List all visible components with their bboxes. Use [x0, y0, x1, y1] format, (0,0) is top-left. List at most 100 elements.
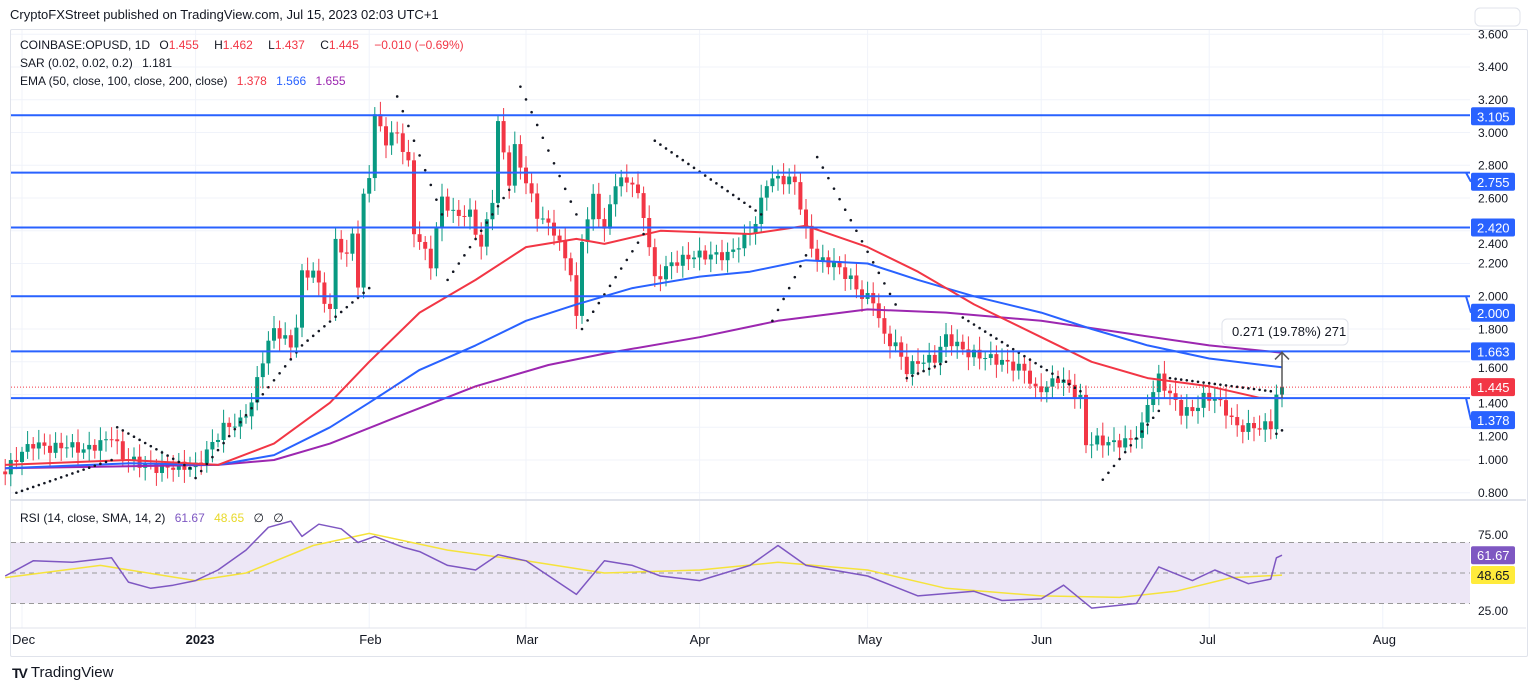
- candle[interactable]: [540, 206, 545, 225]
- rsi-legend[interactable]: RSI (14, close, SMA, 14, 2) 61.67 48.65 …: [20, 511, 290, 525]
- candle[interactable]: [87, 431, 92, 463]
- candle[interactable]: [333, 227, 338, 321]
- candle[interactable]: [820, 244, 825, 273]
- tradingview-logo[interactable]: TV TradingView: [12, 664, 113, 681]
- candle[interactable]: [591, 184, 596, 231]
- candle[interactable]: [865, 281, 870, 305]
- candle[interactable]: [1190, 399, 1195, 417]
- candle[interactable]: [1028, 357, 1032, 390]
- candle[interactable]: [725, 242, 730, 273]
- candle[interactable]: [921, 354, 926, 372]
- candle[interactable]: [456, 199, 461, 227]
- candle[interactable]: [770, 165, 775, 193]
- candle[interactable]: [1212, 387, 1217, 414]
- candle[interactable]: [272, 315, 276, 349]
- candle[interactable]: [994, 345, 999, 378]
- candle[interactable]: [316, 258, 321, 296]
- candle[interactable]: [1106, 436, 1111, 456]
- candle[interactable]: [76, 429, 80, 466]
- candle[interactable]: [568, 252, 573, 282]
- candle[interactable]: [300, 263, 304, 338]
- candle[interactable]: [216, 433, 220, 448]
- candle[interactable]: [658, 264, 663, 292]
- candle[interactable]: [1084, 385, 1088, 454]
- candle[interactable]: [720, 239, 724, 271]
- candle[interactable]: [888, 325, 892, 359]
- candle[interactable]: [283, 322, 288, 345]
- candle[interactable]: [602, 207, 607, 242]
- candle[interactable]: [899, 336, 904, 370]
- candle[interactable]: [1128, 429, 1133, 453]
- candle[interactable]: [759, 184, 764, 232]
- candle[interactable]: [25, 431, 30, 459]
- candle[interactable]: [972, 344, 976, 366]
- candle[interactable]: [59, 432, 64, 461]
- candle[interactable]: [843, 254, 848, 291]
- candle[interactable]: [473, 200, 478, 241]
- candle[interactable]: [1196, 395, 1200, 424]
- candle[interactable]: [221, 409, 226, 453]
- candle[interactable]: [328, 293, 332, 320]
- candle[interactable]: [742, 224, 747, 257]
- candle[interactable]: [423, 236, 428, 261]
- candle[interactable]: [1039, 373, 1044, 402]
- candle[interactable]: [104, 431, 108, 452]
- candle[interactable]: [804, 198, 808, 239]
- candle[interactable]: [1235, 404, 1240, 437]
- candle[interactable]: [708, 241, 713, 273]
- candle[interactable]: [1263, 413, 1268, 442]
- candle[interactable]: [501, 108, 506, 160]
- candle[interactable]: [714, 244, 719, 265]
- candle[interactable]: [938, 336, 943, 376]
- candle[interactable]: [434, 222, 439, 277]
- candle[interactable]: [641, 186, 646, 231]
- candle[interactable]: [882, 306, 887, 344]
- candle[interactable]: [675, 250, 680, 273]
- candle[interactable]: [596, 182, 601, 228]
- candle[interactable]: [703, 245, 708, 265]
- candle[interactable]: [686, 242, 691, 271]
- candle[interactable]: [31, 437, 36, 461]
- candle[interactable]: [585, 207, 590, 254]
- candle[interactable]: [389, 121, 394, 155]
- candle[interactable]: [1274, 384, 1279, 439]
- candle[interactable]: [854, 263, 859, 299]
- candle[interactable]: [36, 429, 41, 460]
- candle[interactable]: [837, 256, 842, 275]
- candle[interactable]: [1179, 394, 1184, 425]
- candle[interactable]: [378, 101, 383, 132]
- candle[interactable]: [64, 435, 69, 458]
- candle[interactable]: [311, 262, 316, 283]
- candle[interactable]: [384, 117, 388, 159]
- candle[interactable]: [988, 341, 993, 366]
- candle[interactable]: [753, 216, 758, 245]
- candle[interactable]: [1117, 433, 1122, 461]
- candle[interactable]: [53, 432, 58, 459]
- candle[interactable]: [535, 183, 540, 232]
- candle[interactable]: [406, 139, 411, 167]
- candle[interactable]: [496, 116, 500, 215]
- candle[interactable]: [260, 352, 265, 389]
- candle[interactable]: [115, 429, 120, 455]
- candle[interactable]: [227, 417, 232, 437]
- candle[interactable]: [1095, 428, 1100, 451]
- candle[interactable]: [815, 239, 820, 272]
- candle[interactable]: [563, 227, 568, 271]
- candle[interactable]: [736, 237, 741, 263]
- candle[interactable]: [1005, 349, 1010, 374]
- candle[interactable]: [966, 336, 971, 371]
- candle[interactable]: [529, 172, 534, 203]
- candle[interactable]: [344, 239, 349, 267]
- candle[interactable]: [652, 238, 657, 288]
- candle[interactable]: [277, 320, 282, 352]
- candle[interactable]: [977, 336, 982, 370]
- candle[interactable]: [1173, 380, 1178, 411]
- candle[interactable]: [372, 107, 377, 191]
- candle[interactable]: [1257, 415, 1262, 436]
- candle[interactable]: [809, 214, 814, 258]
- candle[interactable]: [697, 237, 702, 271]
- candle[interactable]: [580, 234, 584, 324]
- candle[interactable]: [1201, 383, 1206, 418]
- candle[interactable]: [983, 351, 988, 371]
